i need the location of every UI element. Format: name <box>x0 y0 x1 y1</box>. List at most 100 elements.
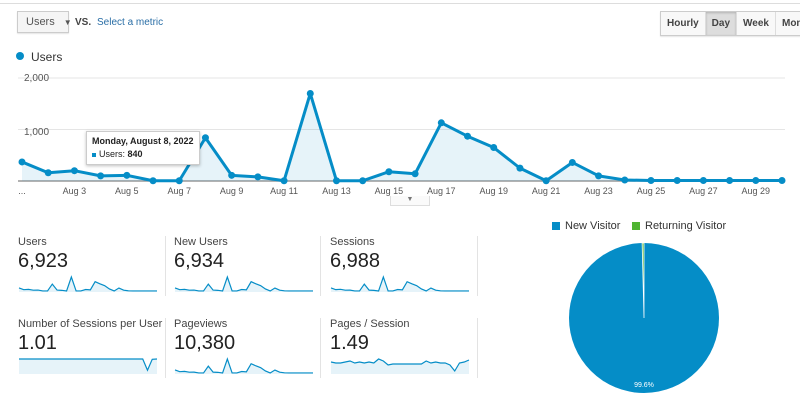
metric-value: 6,934 <box>174 250 225 272</box>
metric-value: 6,923 <box>18 250 69 272</box>
x-tick-label: Aug 29 <box>742 186 771 196</box>
month-button[interactable]: Month <box>775 12 800 35</box>
data-point[interactable] <box>123 171 131 179</box>
vs-label: VS. <box>75 17 92 28</box>
sparkline-line <box>174 275 313 292</box>
hourly-button[interactable]: Hourly <box>661 12 706 35</box>
data-point[interactable] <box>254 173 262 181</box>
metric-value: 10,380 <box>174 332 236 354</box>
granularity-toggle: Hourly Day Week Month <box>660 11 800 36</box>
metric-card[interactable]: Pages / Session 1.49 <box>330 318 480 375</box>
data-point[interactable] <box>726 176 734 184</box>
sparkline <box>330 275 469 292</box>
sparkline <box>18 275 157 292</box>
data-point[interactable] <box>490 144 498 152</box>
divider <box>320 236 321 296</box>
metric-value: 1.01 <box>18 332 57 354</box>
data-point[interactable] <box>70 167 78 175</box>
x-tick-label: Aug 13 <box>322 186 351 196</box>
sparkline <box>19 358 158 374</box>
area-fill <box>22 93 782 181</box>
sparkline <box>174 357 313 374</box>
data-point[interactable] <box>595 172 603 180</box>
legend-label: Returning Visitor <box>645 220 727 232</box>
data-point[interactable] <box>621 176 629 184</box>
data-point[interactable] <box>647 176 655 184</box>
data-point[interactable] <box>752 176 760 184</box>
tooltip-metric: Users: <box>99 149 126 159</box>
series-legend-label[interactable]: Users <box>31 50 63 64</box>
legend-label: New Visitor <box>565 220 621 232</box>
metric-label: Sessions <box>330 236 375 248</box>
divider <box>477 318 478 378</box>
x-tick-label: Aug 5 <box>115 186 139 196</box>
chart-resize-handle[interactable]: ▼ <box>390 196 430 206</box>
data-point[interactable] <box>516 164 524 172</box>
sparkline-area <box>175 359 313 374</box>
metric-label: Users <box>18 236 47 248</box>
metric-label: Number of Sessions per User <box>18 318 163 330</box>
data-point[interactable] <box>306 89 314 97</box>
data-point[interactable] <box>359 177 367 185</box>
divider <box>165 318 166 378</box>
x-tick-label: Aug 23 <box>584 186 613 196</box>
legend-swatch <box>552 222 560 230</box>
sparkline-line <box>330 358 470 373</box>
visitor-pie-chart: 99.6% <box>569 242 719 393</box>
data-point[interactable] <box>201 134 209 142</box>
sparkline-line <box>18 275 157 292</box>
metric-label: New Users <box>174 236 228 248</box>
metric-label: Pageviews <box>174 318 228 330</box>
data-point[interactable] <box>699 176 707 184</box>
legend-swatch <box>632 222 640 230</box>
tooltip-date: Monday, August 8, 2022 <box>92 136 194 146</box>
data-point[interactable] <box>149 177 157 185</box>
data-point[interactable] <box>332 177 340 185</box>
metric-select-value: Users <box>26 16 55 28</box>
select-metric-link[interactable]: Select a metric <box>97 17 164 28</box>
sparkline-area <box>19 277 157 292</box>
metric-card[interactable]: New Users 6,934 <box>174 236 324 293</box>
data-point[interactable] <box>385 168 393 176</box>
data-point[interactable] <box>97 172 105 180</box>
chevron-down-icon: ▼ <box>63 17 72 27</box>
data-point[interactable] <box>280 177 288 185</box>
x-tick-label: ... <box>18 186 26 196</box>
data-point[interactable] <box>542 177 550 185</box>
metric-card[interactable]: Pageviews 10,380 <box>174 318 324 375</box>
metric-card[interactable]: Users 6,923 <box>18 236 168 293</box>
pie-legend-new[interactable]: New Visitor <box>552 220 620 232</box>
divider <box>320 318 321 378</box>
x-tick-label: Aug 19 <box>479 186 508 196</box>
data-point[interactable] <box>44 169 52 177</box>
data-point[interactable] <box>568 158 576 166</box>
data-point[interactable] <box>175 177 183 185</box>
day-button[interactable]: Day <box>705 12 738 35</box>
sparkline-area <box>175 277 313 292</box>
data-point[interactable] <box>778 176 786 184</box>
x-tick-label: Aug 9 <box>220 186 244 196</box>
x-tick-label: Aug 15 <box>375 186 404 196</box>
x-tick-label: Aug 11 <box>270 186 298 196</box>
data-point[interactable] <box>437 119 445 127</box>
pie-legend-returning[interactable]: Returning Visitor <box>632 220 726 232</box>
data-point[interactable] <box>673 176 681 184</box>
series-legend-dot <box>16 52 24 60</box>
x-tick-label: Aug 7 <box>167 186 191 196</box>
metric-card[interactable]: Sessions 6,988 <box>330 236 480 293</box>
tooltip-value: 840 <box>127 149 143 159</box>
metric-value: 6,988 <box>330 250 381 272</box>
metric-card[interactable]: Number of Sessions per User 1.01 <box>18 318 168 375</box>
x-tick-label: Aug 21 <box>532 186 561 196</box>
metric-select[interactable]: Users ▼ <box>17 11 72 33</box>
data-point[interactable] <box>464 132 472 140</box>
divider <box>165 236 166 296</box>
x-tick-label: Aug 25 <box>637 186 666 196</box>
data-point[interactable] <box>411 170 419 178</box>
week-button[interactable]: Week <box>737 12 776 35</box>
sparkline-line <box>330 275 469 292</box>
pie-slice-label: 99.6% <box>634 382 654 389</box>
data-point[interactable] <box>228 171 236 179</box>
data-point[interactable] <box>18 158 26 166</box>
pie-slice-returning-visitor[interactable] <box>641 242 645 319</box>
